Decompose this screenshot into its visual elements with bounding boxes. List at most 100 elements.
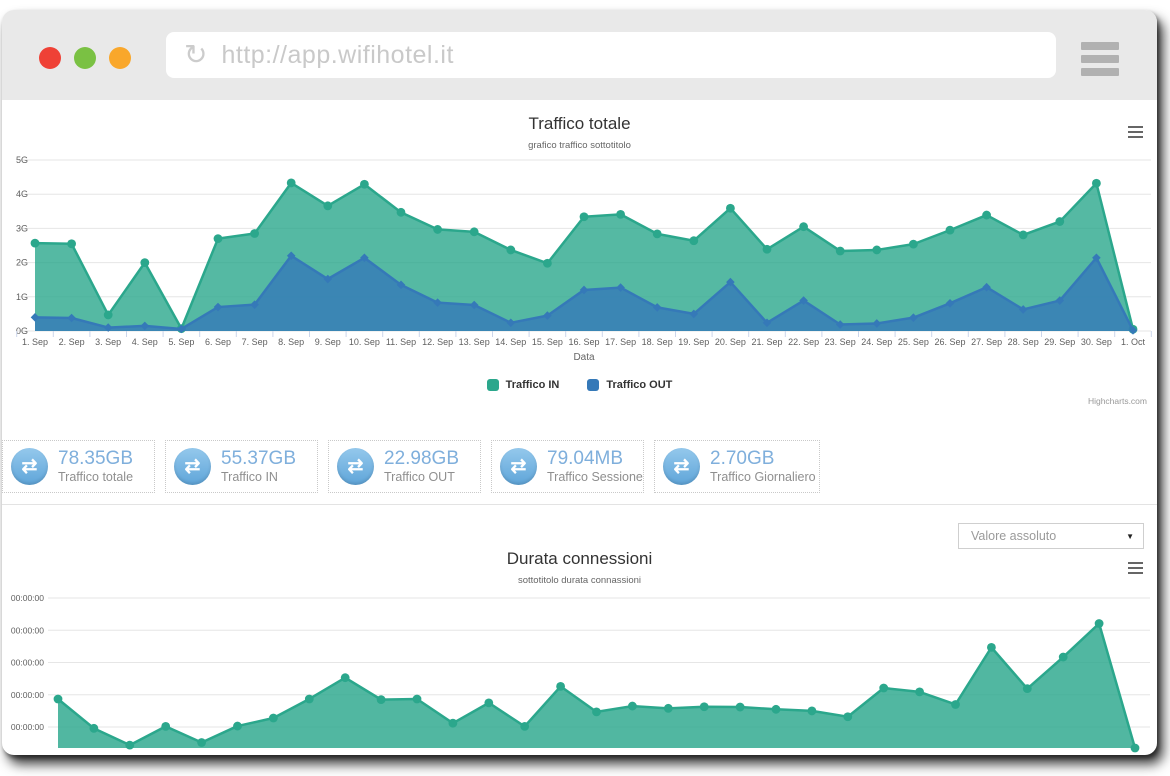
chart-subtitle: sottotitolo durata connassioni: [517, 575, 642, 586]
data-point-marker: [652, 229, 662, 239]
filter-selected-value: Valore assoluto: [971, 529, 1057, 543]
x-axis-tick-label: 10. Sep: [349, 337, 380, 347]
data-point-marker: [286, 178, 296, 188]
data-point-marker: [951, 700, 960, 709]
browser-window: ↻ http://app.wifihotel.it Traffico total…: [2, 10, 1157, 755]
x-axis-tick-label: 4. Sep: [132, 337, 158, 347]
legend-swatch-out: [587, 379, 600, 391]
y-axis-tick-label: 1G: [16, 292, 28, 302]
reload-icon[interactable]: ↻: [184, 39, 208, 70]
data-point-marker: [213, 234, 223, 244]
data-point-marker: [1130, 743, 1140, 753]
data-point-marker: [53, 694, 63, 704]
duration-chart-plot[interactable]: 00:00:00 00:00:00 00:00:00 00:00:00 00:00:00: [2, 540, 1157, 755]
transfer-arrows-icon: ⇄: [174, 448, 211, 485]
data-point-marker: [616, 283, 625, 292]
data-point-marker: [433, 225, 442, 234]
data-point-marker: [726, 203, 735, 213]
data-point-marker: [762, 318, 772, 328]
stat-value: 55.37GB: [221, 448, 296, 470]
x-axis-tick-label: 29. Sep: [1044, 337, 1075, 347]
chart-context-menu-icon[interactable]: [1128, 562, 1143, 574]
x-axis-tick-label: 27. Sep: [971, 337, 1002, 347]
transfer-arrows-icon: ⇄: [663, 448, 700, 485]
x-axis-tick-label: 20. Sep: [715, 337, 746, 347]
data-point-marker: [484, 698, 494, 708]
data-point-marker: [945, 298, 955, 308]
data-point-marker: [506, 318, 516, 328]
chart-legend: Traffico IN Traffico OUT: [2, 379, 1157, 391]
x-axis-tick-label: 6. Sep: [205, 337, 231, 347]
data-point-marker: [213, 302, 223, 312]
data-point-marker: [197, 738, 207, 747]
y-axis-tick-label: 00:00:00: [11, 593, 44, 603]
data-point-marker: [89, 723, 99, 733]
data-point-marker: [233, 721, 242, 731]
data-point-marker: [412, 694, 422, 704]
chevron-down-icon: ▼: [1126, 531, 1134, 541]
x-axis-tick-label: 25. Sep: [898, 337, 929, 347]
address-bar[interactable]: ↻ http://app.wifihotel.it: [166, 32, 1056, 78]
data-point-marker: [579, 212, 589, 222]
data-point-marker: [140, 258, 150, 267]
data-point-marker: [67, 239, 76, 249]
x-axis-tick-label: 1. Sep: [22, 337, 48, 347]
data-point-marker: [250, 229, 259, 238]
data-point-marker: [1018, 305, 1028, 314]
x-axis-tick-label: 7. Sep: [242, 337, 268, 347]
x-axis-tick-label: 5. Sep: [168, 337, 194, 347]
data-point-marker: [982, 282, 991, 292]
stat-value: 2.70GB: [710, 448, 775, 470]
data-point-marker: [616, 209, 625, 219]
transfer-arrows-icon: ⇄: [500, 448, 537, 485]
browser-chrome: ↻ http://app.wifihotel.it: [2, 10, 1157, 100]
x-axis-tick-label: 1. Oct: [1121, 337, 1146, 347]
browser-hamburger-menu-icon[interactable]: [1081, 42, 1119, 76]
data-point-marker: [67, 313, 76, 323]
traffic-chart-plot[interactable]: 0G 1G 2G 3G 4G 5G 1. Sep 2. Sep 3. Sep 4. Sep 5. S…: [2, 100, 1157, 412]
y-axis-tick-label: 00:00:00: [11, 690, 44, 700]
series-durata-connessioni: [53, 619, 1140, 753]
data-point-marker: [140, 321, 150, 331]
x-axis-tick-label: 12. Sep: [422, 337, 453, 347]
highcharts-credits-link[interactable]: Highcharts.com: [1087, 396, 1147, 406]
legend-item-traffico-in[interactable]: Traffico IN: [486, 379, 559, 391]
y-axis-tick-label: 4G: [16, 189, 28, 199]
stat-traffico-totale: ⇄ 78.35GB Traffico totale: [2, 440, 155, 493]
y-axis-tick-label: 00:00:00: [11, 722, 44, 732]
legend-swatch-in: [486, 379, 499, 391]
chart-title: Durata connessioni: [506, 549, 653, 568]
data-point-marker: [360, 253, 369, 263]
chart-context-menu-icon[interactable]: [1128, 126, 1143, 138]
maximize-window-button[interactable]: [109, 47, 131, 69]
stat-traffico-out: ⇄ 22.98GB Traffico OUT: [328, 440, 481, 493]
data-point-marker: [909, 313, 918, 322]
x-axis-tick-label: 26. Sep: [934, 337, 965, 347]
data-point-marker: [433, 298, 442, 307]
data-point-marker: [323, 201, 333, 211]
url-text[interactable]: http://app.wifihotel.it: [221, 40, 454, 69]
legend-item-traffico-out[interactable]: Traffico OUT: [587, 379, 672, 391]
data-point-marker: [543, 258, 552, 268]
data-point-marker: [161, 721, 171, 731]
data-point-marker: [945, 225, 955, 235]
value-filter-select[interactable]: Valore assoluto ▼: [958, 523, 1144, 549]
window-controls: [39, 47, 131, 69]
data-point-marker: [177, 324, 186, 334]
x-axis-tick-label: 23. Sep: [825, 337, 856, 347]
data-point-marker: [1058, 652, 1068, 662]
data-point-marker: [125, 740, 135, 750]
minimize-window-button[interactable]: [74, 47, 96, 69]
data-point-marker: [520, 721, 530, 731]
close-window-button[interactable]: [39, 47, 61, 69]
chart-subtitle: grafico traffico sottotitolo: [528, 140, 631, 151]
transfer-arrows-icon: ⇄: [337, 448, 374, 485]
data-point-marker: [1055, 296, 1065, 305]
data-point-marker: [835, 246, 845, 256]
data-point-marker: [835, 320, 845, 329]
data-point-marker: [628, 701, 637, 711]
x-axis-tick-label: 18. Sep: [642, 337, 673, 347]
data-point-marker: [1092, 253, 1101, 263]
data-point-marker: [843, 712, 853, 722]
data-point-marker: [663, 703, 673, 713]
